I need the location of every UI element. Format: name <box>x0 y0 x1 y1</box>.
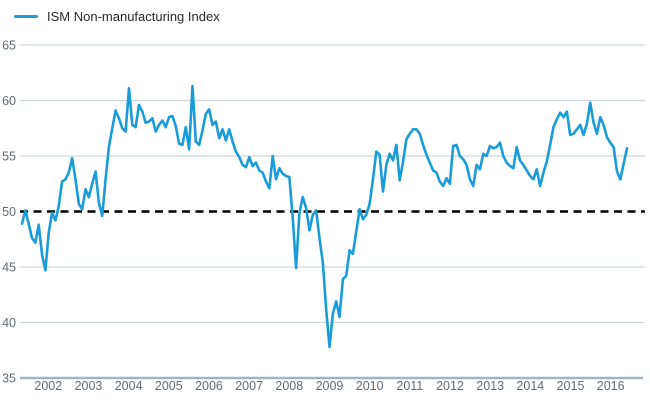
x-tick-label: 2016 <box>597 379 625 393</box>
x-tick-label: 2006 <box>195 379 223 393</box>
x-tick-label: 2015 <box>557 379 585 393</box>
y-tick-label: 55 <box>2 150 16 164</box>
x-tick-label: 2013 <box>476 379 504 393</box>
legend-series-label: ISM Non-manufacturing Index <box>47 9 220 24</box>
x-tick-label: 2011 <box>396 379 423 393</box>
x-tick-label: 2002 <box>34 379 62 393</box>
ism-series-line <box>20 84 629 349</box>
x-tick-label: 2004 <box>115 379 143 393</box>
legend-line-swatch <box>14 15 38 18</box>
x-tick-label: 2012 <box>436 379 464 393</box>
y-tick-label: 35 <box>2 372 16 386</box>
y-tick-label: 50 <box>2 205 16 219</box>
x-tick-label: 2007 <box>235 379 263 393</box>
y-tick-label: 65 <box>2 39 16 53</box>
x-tick-label: 2009 <box>316 379 344 393</box>
x-tick-label: 2014 <box>516 379 544 393</box>
chart-legend: ISM Non-manufacturing Index <box>14 9 220 24</box>
x-tick-label: 2005 <box>155 379 183 393</box>
y-tick-label: 60 <box>2 94 16 108</box>
x-tick-label: 2010 <box>356 379 384 393</box>
y-tick-label: 40 <box>2 316 16 330</box>
y-tick-label: 45 <box>2 261 16 275</box>
x-tick-label: 2003 <box>75 379 103 393</box>
x-tick-label: 2008 <box>275 379 303 393</box>
